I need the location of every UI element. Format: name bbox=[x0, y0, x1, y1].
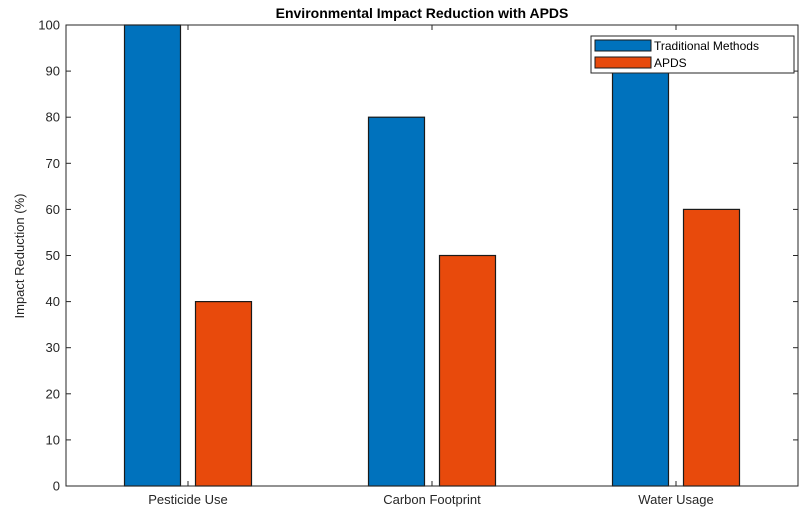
y-tick-label: 50 bbox=[46, 248, 60, 263]
y-tick-label: 40 bbox=[46, 294, 60, 309]
legend-swatch bbox=[594, 56, 652, 69]
legend-label: Traditional Methods bbox=[654, 39, 759, 53]
axes-layer: 0 10 20 30 40 50 60 70 80 90 100 Pesticide Use Carbo… bbox=[38, 18, 799, 507]
bar-apds-2 bbox=[438, 254, 497, 487]
y-tick-label: 100 bbox=[38, 18, 60, 33]
y-tick-label: 80 bbox=[46, 110, 60, 125]
legend-label: APDS bbox=[654, 56, 687, 70]
bar-traditional-methods-1 bbox=[123, 24, 182, 487]
y-tick-label: 70 bbox=[46, 156, 60, 171]
legend-swatch bbox=[594, 39, 652, 52]
chart-title: Environmental Impact Reduction with APDS bbox=[276, 5, 569, 21]
bar-apds-1 bbox=[194, 301, 253, 487]
bar-traditional-methods-3 bbox=[611, 70, 670, 487]
bars-layer bbox=[123, 24, 741, 487]
y-tick-label: 60 bbox=[46, 202, 60, 217]
y-tick-label: 20 bbox=[46, 386, 60, 401]
x-tick-label: Water Usage bbox=[638, 492, 713, 507]
y-tick-label: 0 bbox=[53, 479, 60, 494]
y-tick-label: 90 bbox=[46, 64, 60, 79]
legend: Traditional Methods APDS bbox=[590, 35, 795, 74]
y-tick-label: 10 bbox=[46, 432, 60, 447]
x-tick-label: Pesticide Use bbox=[148, 492, 227, 507]
y-axis-label: Impact Reduction (%) bbox=[12, 194, 27, 319]
bar-apds-3 bbox=[682, 208, 741, 487]
x-tick-label: Carbon Footprint bbox=[383, 492, 481, 507]
y-tick-label: 30 bbox=[46, 340, 60, 355]
bar-traditional-methods-2 bbox=[367, 116, 426, 487]
